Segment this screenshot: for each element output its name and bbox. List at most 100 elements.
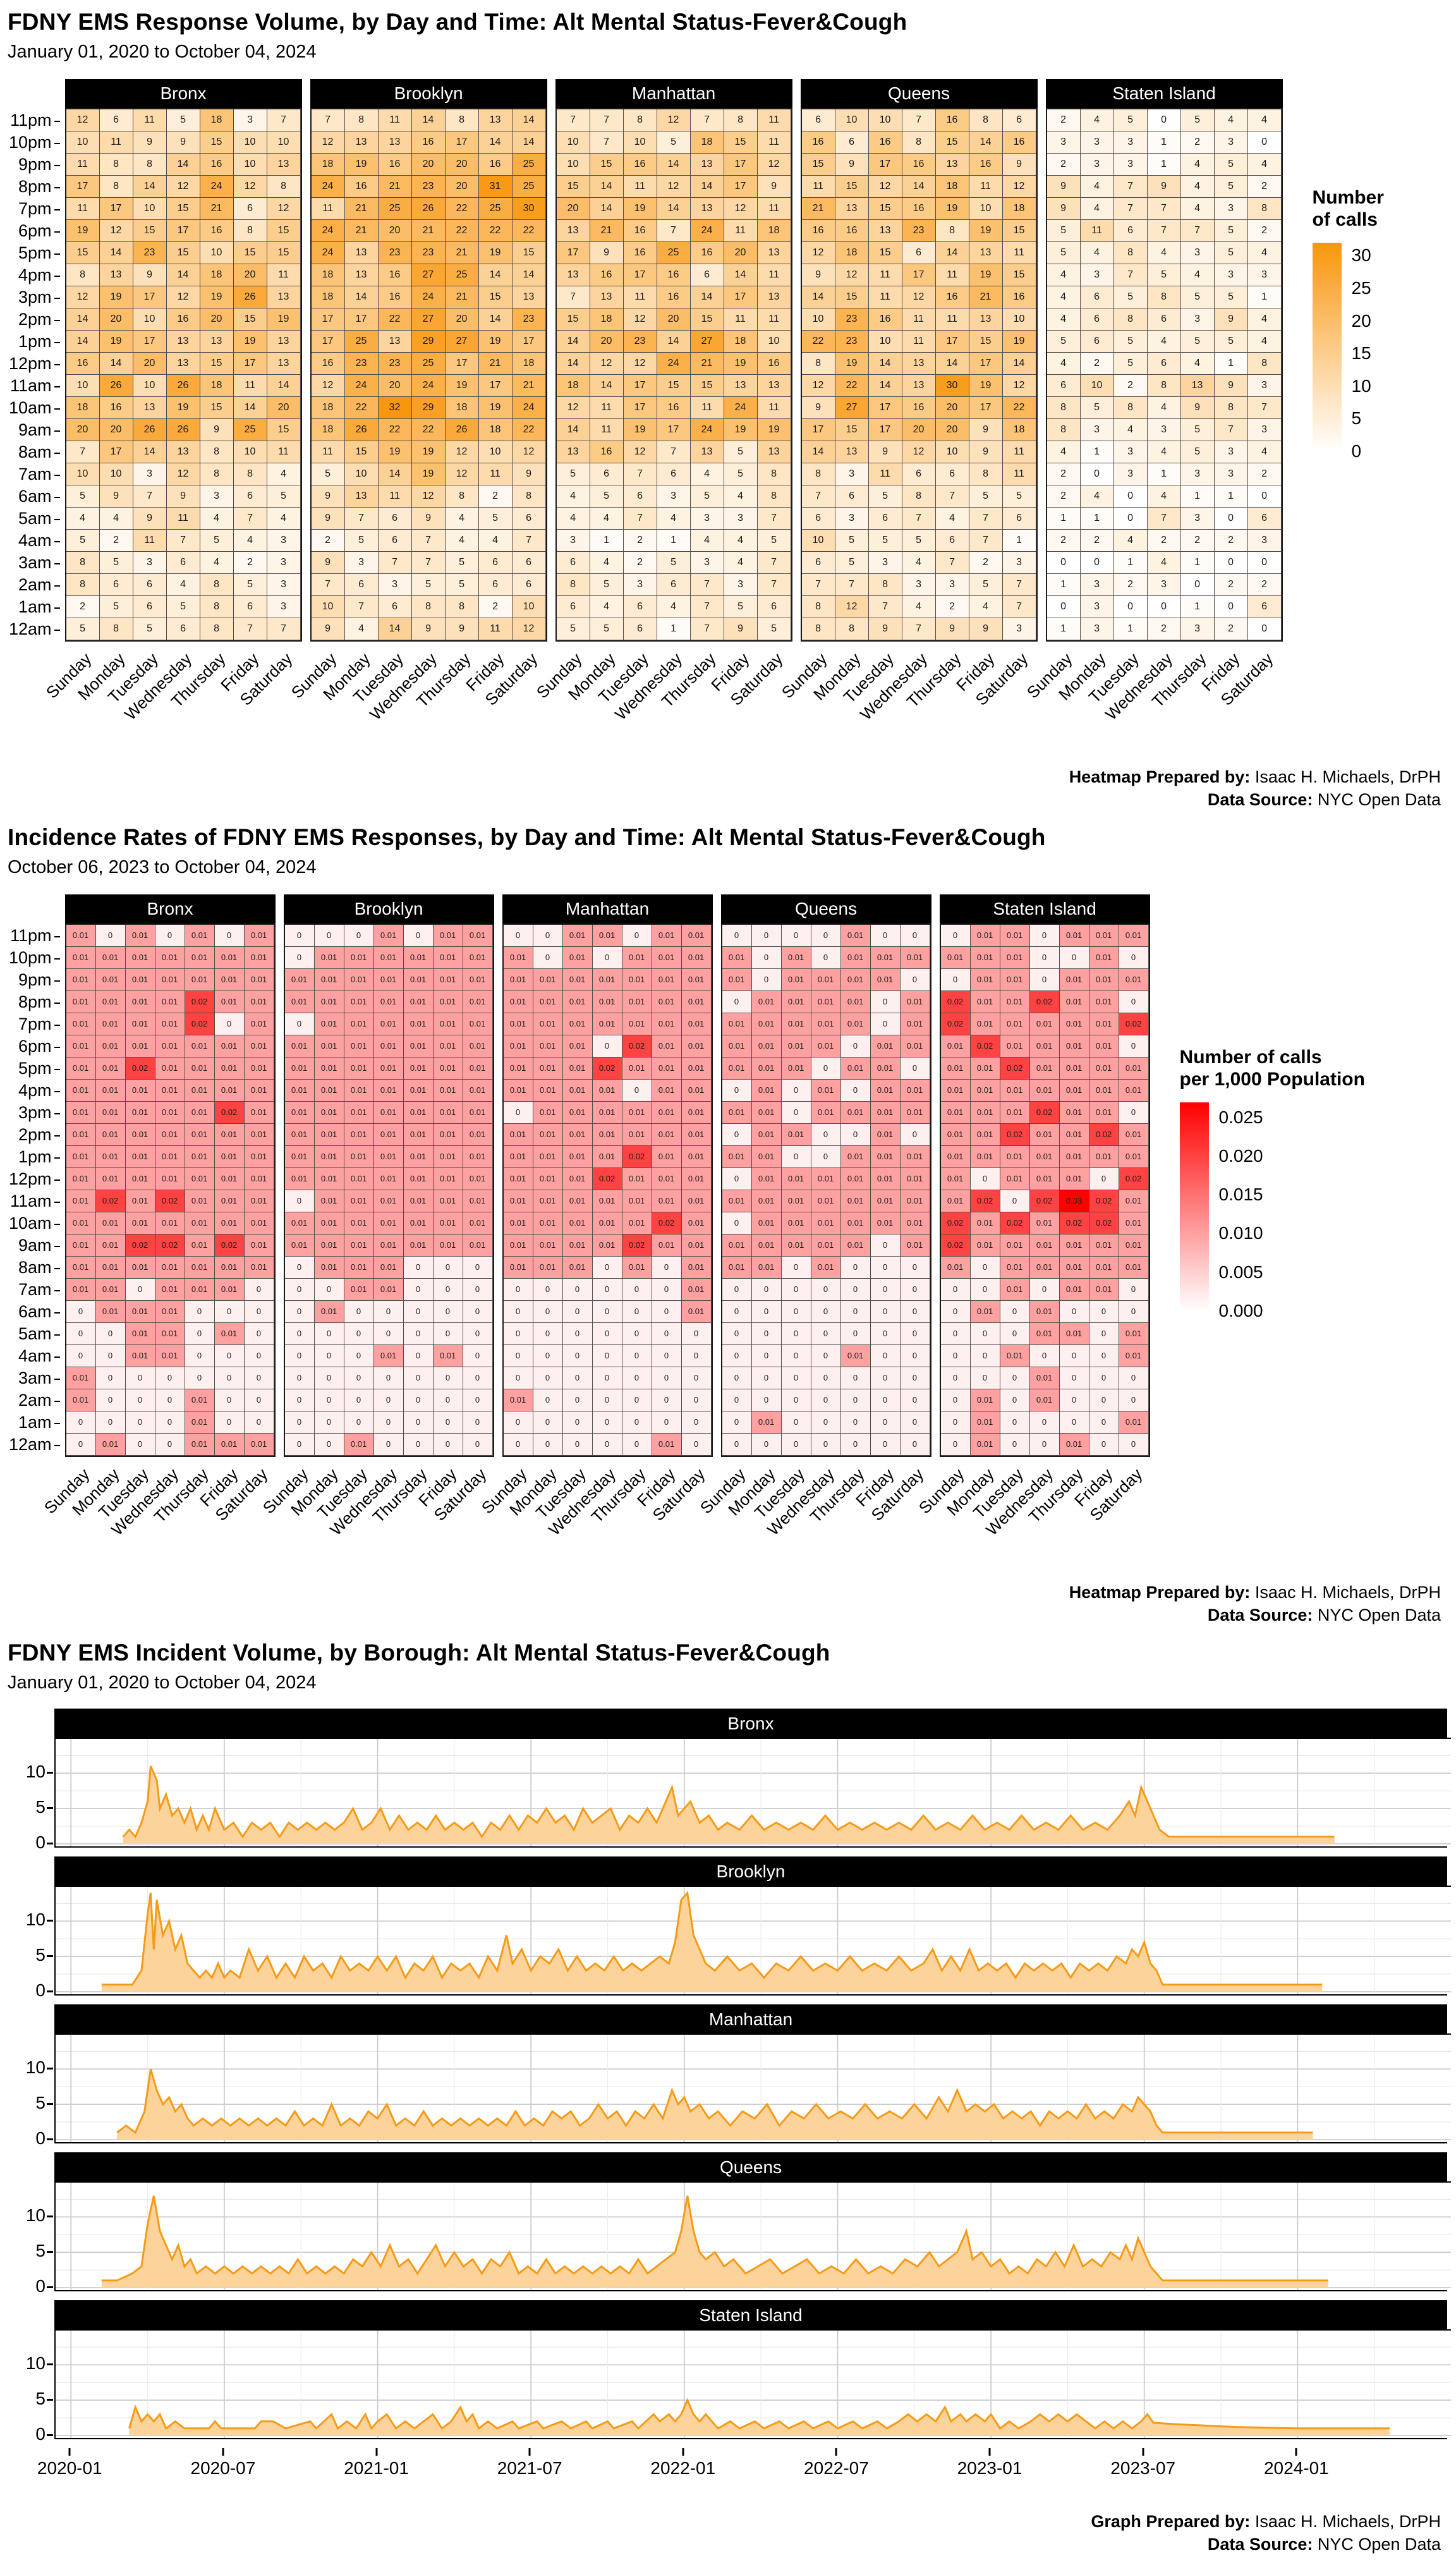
heatmap-cell: 3 xyxy=(835,463,869,485)
heatmap-cell: 0 xyxy=(562,1433,593,1456)
heatmap-cell: 0.01 xyxy=(592,924,622,947)
heatmap-cell: 0 xyxy=(403,1411,434,1434)
heatmap-cell: 0.01 xyxy=(155,946,185,969)
heatmap-cell: 0.01 xyxy=(373,946,404,969)
heatmap-cell: 0.01 xyxy=(781,1035,811,1058)
heatmap-cell: 6 xyxy=(512,508,546,530)
heatmap-cell: 0.01 xyxy=(125,946,155,969)
heatmap-cell: 0.01 xyxy=(592,1123,622,1146)
heatmap-cell: 32 xyxy=(378,397,412,419)
heatmap-cell: 0.01 xyxy=(970,1234,1000,1257)
heatmap-cell: 7 xyxy=(801,574,835,596)
heatmap-cell: 0 xyxy=(840,1123,871,1146)
hour-label: 9am xyxy=(18,419,65,441)
heatmap-cell: 8 xyxy=(969,463,1003,485)
heatmap-cell: 0.01 xyxy=(95,1433,126,1456)
heatmap-cell: 15 xyxy=(690,308,724,331)
heatmap-cell: 10 xyxy=(233,441,267,463)
heatmap-cell: 13 xyxy=(267,331,301,353)
heatmap-cell: 0.01 xyxy=(622,1167,652,1190)
section1-caption: Heatmap Prepared by: Isaac H. Michaels, … xyxy=(0,748,1456,815)
heatmap-cell: 0.01 xyxy=(681,1035,712,1058)
heatmap-cell: 9 xyxy=(801,397,835,419)
heatmap-cell: 0.01 xyxy=(870,1035,901,1058)
heatmap-cell: 19 xyxy=(478,331,513,353)
heatmap-cell: 11 xyxy=(378,109,412,131)
heatmap-cell: 7 xyxy=(835,574,869,596)
heatmap-cell: 0.01 xyxy=(155,1167,185,1190)
heatmap-cell: 5 xyxy=(835,530,869,552)
heatmap-cell: 0 xyxy=(900,1057,930,1080)
heatmap-cell: 3 xyxy=(1080,131,1114,154)
heatmap-cell: 3 xyxy=(1214,131,1248,154)
heatmap-cell: 1 xyxy=(1113,552,1148,574)
heatmap-cell: 20 xyxy=(99,308,133,331)
heatmap-cell: 0 xyxy=(781,1256,811,1279)
heatmap-cell: 0.01 xyxy=(66,1278,96,1301)
heatmap-cell: 8 xyxy=(1247,353,1282,375)
heatmap-cell: 0.01 xyxy=(781,1212,811,1234)
heatmap-cell: 0.01 xyxy=(373,1079,404,1102)
y-tick-mark xyxy=(47,2398,53,2401)
heatmap-cell: 0.01 xyxy=(592,1212,622,1234)
heatmap-cell: 0.01 xyxy=(214,1035,245,1058)
heatmap-cell: 30 xyxy=(935,375,969,397)
caption-source-value: NYC Open Data xyxy=(1317,1606,1441,1625)
heatmap-cell: 8 xyxy=(1214,397,1248,419)
heatmap-cell: 20 xyxy=(133,353,167,375)
heatmap-cell: 11 xyxy=(478,463,513,485)
heatmap-cell: 0.01 xyxy=(1000,1256,1030,1279)
heatmap-cell: 4 xyxy=(445,508,479,530)
day-axis: Sunday Monday Tuesday Wednesday Thursday Frid… xyxy=(42,647,302,748)
heatmap-cell: 8 xyxy=(1113,308,1148,331)
hour-axis: 11pm 10pm 9pm 8pm 7pm 6pm 5pm 4pm 3pm 2pm 1pm 12pm 1… xyxy=(9,79,65,640)
heatmap-cell: 23 xyxy=(378,242,412,264)
heatmap-cell: 0 xyxy=(970,1344,1000,1367)
heatmap-cell: 0.01 xyxy=(125,1212,155,1234)
heatmap-cell: 4 xyxy=(1080,198,1114,220)
heatmap-cell: 19 xyxy=(623,419,657,441)
heatmap-cell: 6 xyxy=(690,264,724,286)
heatmap-cell: 0.01 xyxy=(373,1167,404,1190)
heatmap-cell: 0.01 xyxy=(503,1057,533,1080)
heatmap-cell: 13 xyxy=(835,441,869,463)
heatmap-cell: 6 xyxy=(657,574,691,596)
heatmap-cell: 15 xyxy=(133,220,167,242)
heatmap-cell: 3 xyxy=(868,552,902,574)
heatmap-cell: 0.01 xyxy=(751,1190,782,1212)
heatmap-cell: 10 xyxy=(66,375,100,397)
heatmap-cell: 8 xyxy=(1046,397,1081,419)
heatmap-cell: 0 xyxy=(1113,508,1148,530)
heatmap-cell: 0.01 xyxy=(344,1057,374,1080)
heatmap-cell: 3 xyxy=(1180,242,1215,264)
heatmap-cell: 1 xyxy=(1080,508,1114,530)
heatmap-cell: 0 xyxy=(1059,1344,1089,1367)
legend-tick-label: 5 xyxy=(1351,408,1362,429)
heatmap-cell: 13 xyxy=(267,353,301,375)
heatmap-cell: 0 xyxy=(503,1278,533,1301)
section2-title: Incidence Rates of FDNY EMS Responses, b… xyxy=(8,824,1046,850)
heatmap-cell: 0 xyxy=(1113,596,1148,618)
heatmap-cell: 0 xyxy=(840,1300,871,1323)
heatmap-cell: 0.01 xyxy=(562,946,593,969)
heatmap-cell: 7 xyxy=(66,441,100,463)
heatmap-cell: 0 xyxy=(870,1013,901,1035)
heatmap-cell: 5 xyxy=(99,596,133,618)
legend-tick-label: 0.025 xyxy=(1218,1107,1263,1128)
heatmap-cell: 0.01 xyxy=(66,924,96,947)
heatmap-cell: 0.01 xyxy=(592,1079,622,1102)
heatmap-cell: 7 xyxy=(757,508,791,530)
heatmap-cell: 0 xyxy=(870,1278,901,1301)
heatmap-cell: 0.01 xyxy=(722,1190,752,1212)
heatmap-cell: 9 xyxy=(311,485,345,508)
heatmap-cell: 3 xyxy=(267,530,301,552)
heatmap-cell: 10 xyxy=(233,154,267,176)
day-label-slot: Saturday xyxy=(236,647,300,748)
heatmap-cell: 5 xyxy=(724,596,758,618)
heatmap-cell: 12 xyxy=(724,198,758,220)
heatmap-cell: 0.02 xyxy=(940,1013,971,1035)
heatmap-cell: 0.01 xyxy=(811,1234,841,1257)
heatmap-cell: 0.01 xyxy=(870,946,901,969)
heatmap-cell: 5 xyxy=(66,530,100,552)
heatmap-cell: 0.01 xyxy=(1089,1079,1119,1102)
